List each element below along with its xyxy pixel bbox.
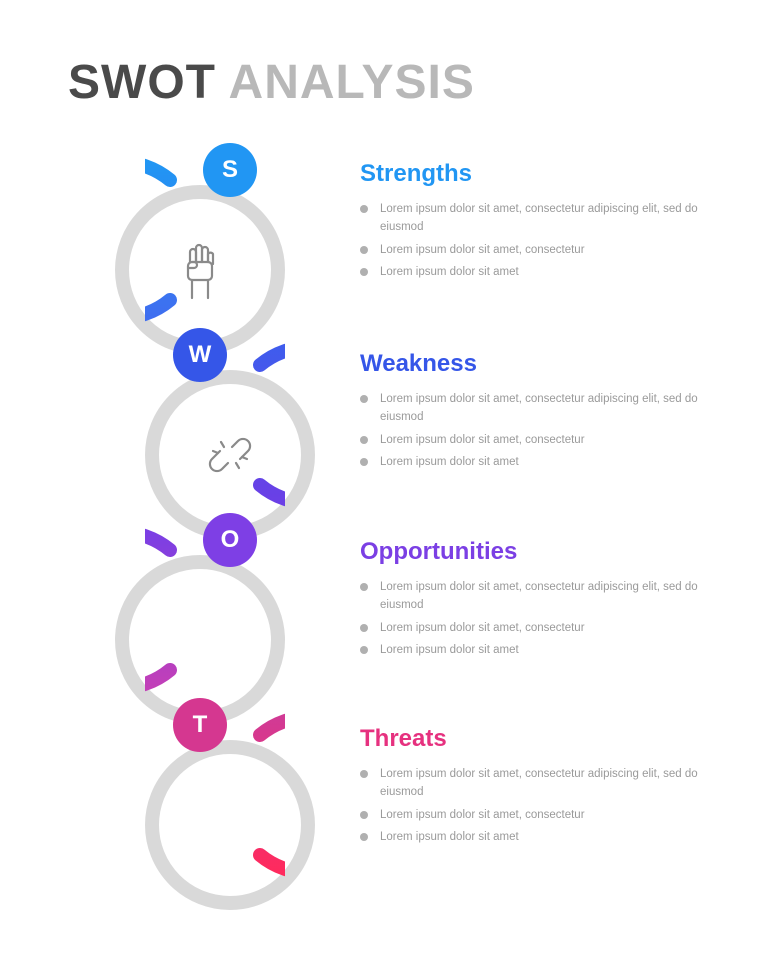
bullet-item: Lorem ipsum dolor sit amet, consectetur [360, 806, 720, 824]
bullet-item: Lorem ipsum dolor sit amet [360, 828, 720, 846]
bullet-item: Lorem ipsum dolor sit amet [360, 263, 720, 281]
bullet-list: Lorem ipsum dolor sit amet, consectetur … [360, 200, 720, 282]
bullet-item: Lorem ipsum dolor sit amet, consectetur [360, 619, 720, 637]
bullet-list: Lorem ipsum dolor sit amet, consectetur … [360, 765, 720, 847]
fist-icon [170, 240, 230, 300]
title-word-1: SWOT [68, 56, 216, 109]
section-heading: Weakness [360, 350, 720, 378]
bullet-list: Lorem ipsum dolor sit amet, consectetur … [360, 390, 720, 472]
swot-chain: S W O T [115, 155, 315, 935]
section-w: Weakness Lorem ipsum dolor sit amet, cons… [360, 350, 720, 476]
bullet-item: Lorem ipsum dolor sit amet, consectetur … [360, 200, 720, 237]
section-o: Opportunities Lorem ipsum dolor sit amet,… [360, 538, 720, 664]
bullet-list: Lorem ipsum dolor sit amet, consectetur … [360, 578, 720, 660]
bullet-item: Lorem ipsum dolor sit amet, consectetur … [360, 578, 720, 615]
page-title: SWOT ANALYSIS [68, 55, 475, 110]
bullet-item: Lorem ipsum dolor sit amet, consectetur [360, 241, 720, 259]
letter-badge-s: S [203, 143, 257, 197]
section-heading: Threats [360, 725, 720, 753]
section-s: Strengths Lorem ipsum dolor sit amet, con… [360, 160, 720, 286]
section-heading: Strengths [360, 160, 720, 188]
letter-badge-w: W [173, 328, 227, 382]
letter-badge-o: O [203, 513, 257, 567]
title-word-2: ANALYSIS [229, 56, 475, 109]
section-t: Threats Lorem ipsum dolor sit amet, conse… [360, 725, 720, 851]
bullet-item: Lorem ipsum dolor sit amet, consectetur … [360, 390, 720, 427]
letter-badge-t: T [173, 698, 227, 752]
bullet-item: Lorem ipsum dolor sit amet [360, 641, 720, 659]
section-heading: Opportunities [360, 538, 720, 566]
bullet-item: Lorem ipsum dolor sit amet [360, 453, 720, 471]
bullet-item: Lorem ipsum dolor sit amet, consectetur … [360, 765, 720, 802]
bullet-item: Lorem ipsum dolor sit amet, consectetur [360, 431, 720, 449]
